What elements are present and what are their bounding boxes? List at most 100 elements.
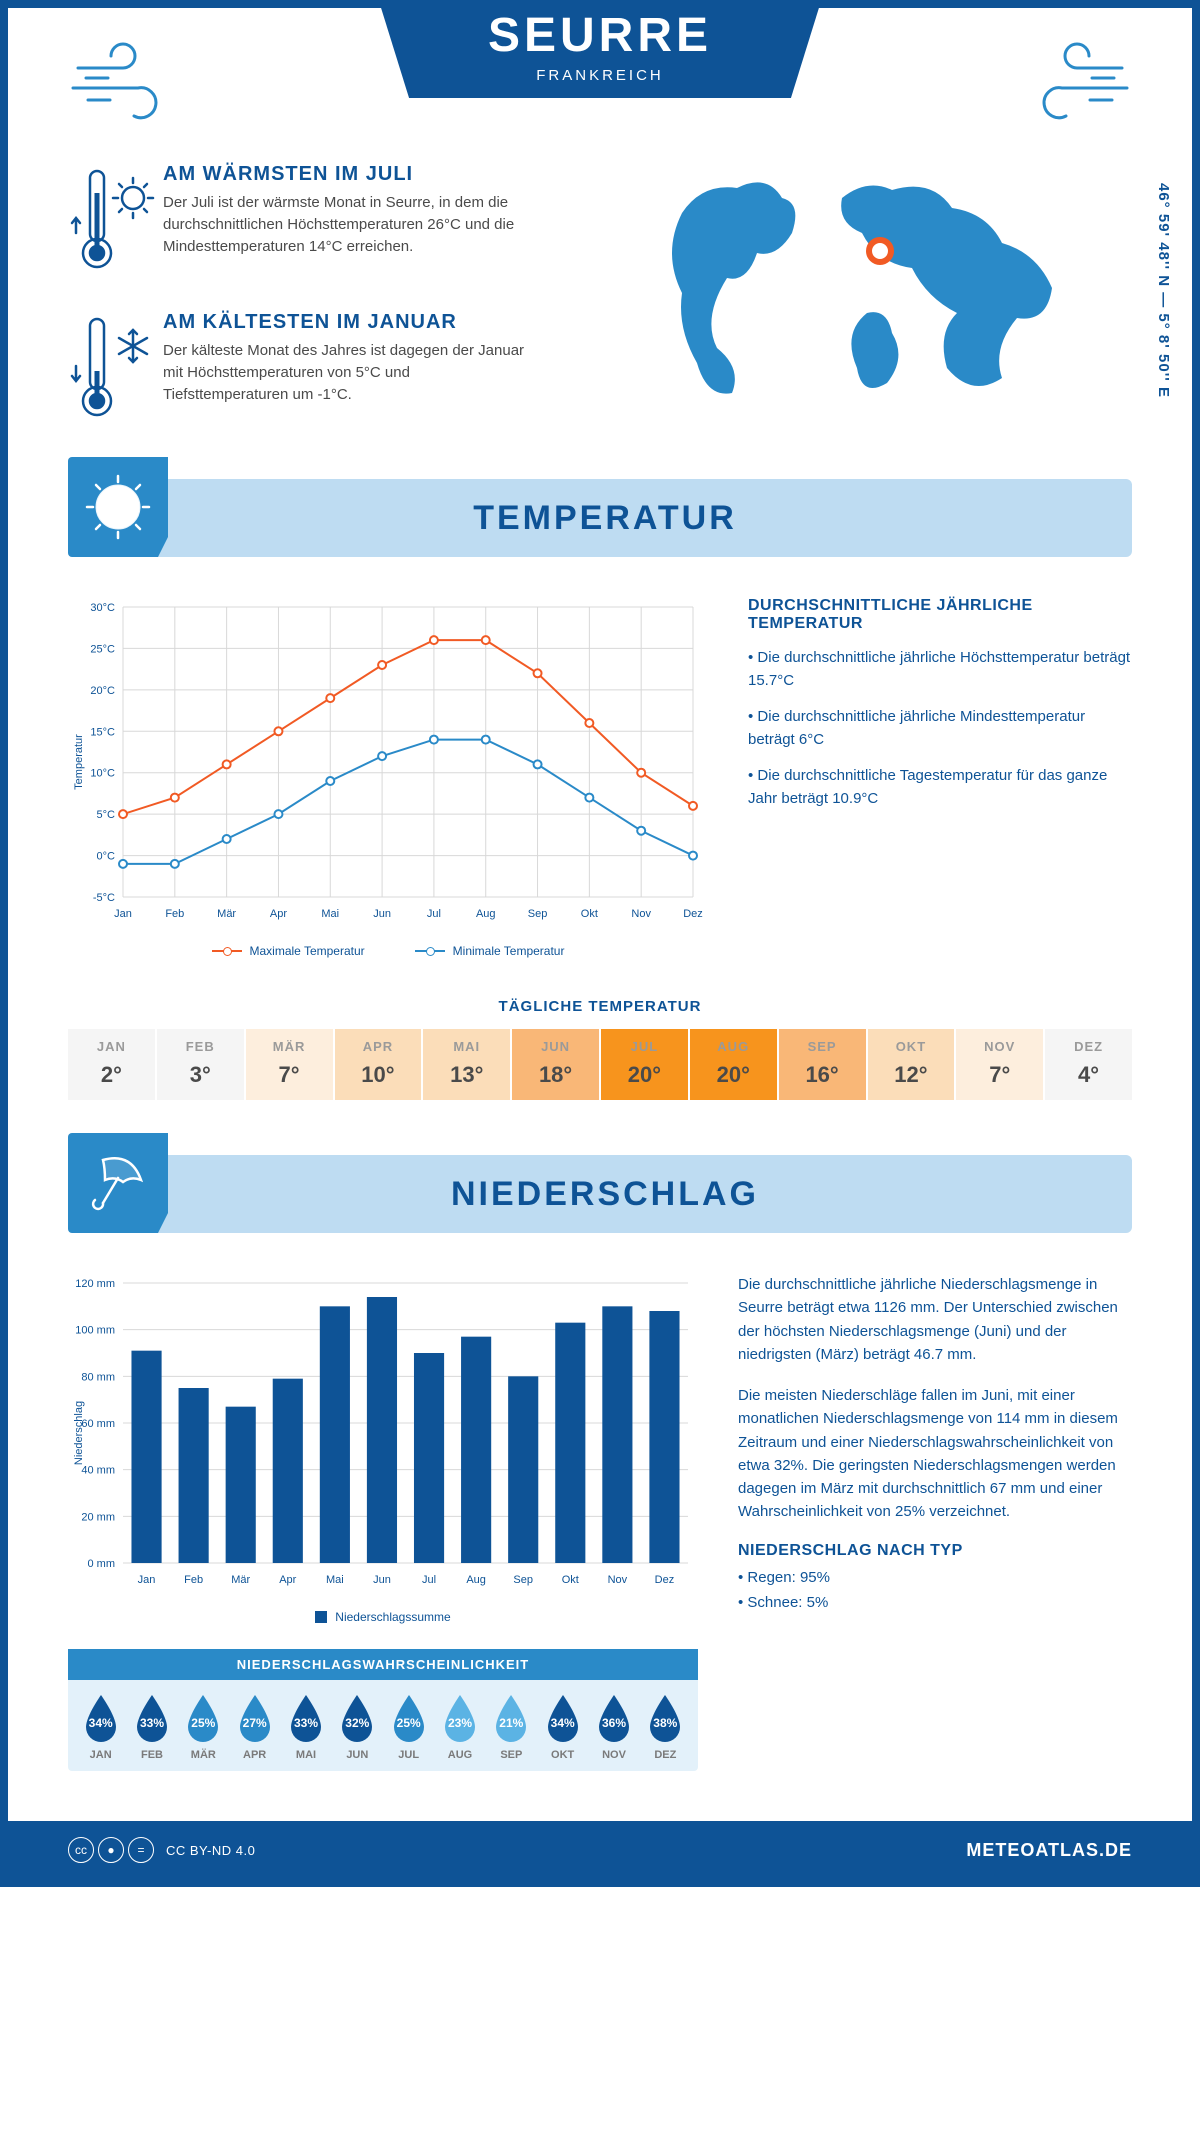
license-text: CC BY-ND 4.0 (166, 1843, 255, 1858)
svg-text:Apr: Apr (279, 1574, 296, 1586)
daily-temp-grid: JAN2°FEB3°MÄR7°APR10°MAI13°JUN18°JUL20°A… (68, 1029, 1132, 1100)
warm-text: Der Juli ist der wärmste Monat in Seurre… (163, 192, 533, 257)
daily-temp-cell: DEZ4° (1045, 1029, 1132, 1100)
cold-text: Der kälteste Monat des Jahres ist dagege… (163, 340, 533, 405)
precip-legend: Niederschlagssumme (68, 1610, 698, 1624)
precip-type-heading: NIEDERSCHLAG NACH TYP (738, 1542, 1132, 1560)
prob-cell: 34%JAN (76, 1692, 125, 1761)
precip-legend-label: Niederschlagssumme (335, 1610, 450, 1624)
header-row: SEURRE FRANKREICH (68, 38, 1132, 128)
svg-text:Mär: Mär (217, 908, 236, 920)
wind-icon-left (68, 38, 188, 128)
prob-cell: 33%FEB (127, 1692, 176, 1761)
footer: cc ● = CC BY-ND 4.0 METEOATLAS.DE (8, 1821, 1192, 1879)
precip-left: 0 mm20 mm40 mm60 mm80 mm100 mm120 mmJanF… (68, 1273, 698, 1771)
temp-legend: Maximale Temperatur Minimale Temperatur (68, 944, 708, 958)
svg-text:5°C: 5°C (97, 809, 116, 821)
prob-cell: 25%JUL (384, 1692, 433, 1761)
precip-section-head: NIEDERSCHLAG (68, 1155, 1132, 1233)
prob-cell: 27%APR (230, 1692, 279, 1761)
legend-min: Minimale Temperatur (453, 944, 565, 958)
svg-text:Jan: Jan (138, 1574, 156, 1586)
cc-icon: cc (68, 1837, 94, 1863)
page: SEURRE FRANKREICH (0, 0, 1200, 1887)
footer-left: cc ● = CC BY-ND 4.0 (68, 1837, 255, 1863)
temp-notes-heading: DURCHSCHNITTLICHE JÄHRLICHE TEMPERATUR (748, 597, 1132, 633)
svg-text:20°C: 20°C (90, 685, 115, 697)
prob-cell: 32%JUN (333, 1692, 382, 1761)
svg-text:Niederschlag: Niederschlag (73, 1401, 85, 1465)
svg-text:20 mm: 20 mm (81, 1511, 115, 1523)
daily-temp-cell: JAN2° (68, 1029, 155, 1100)
daily-temp-cell: AUG20° (690, 1029, 777, 1100)
prob-grid: 34%JAN33%FEB25%MÄR27%APR33%MAI32%JUN25%J… (76, 1692, 690, 1761)
warm-heading: AM WÄRMSTEN IM JULI (163, 163, 533, 186)
precip-body: 0 mm20 mm40 mm60 mm80 mm100 mm120 mmJanF… (68, 1273, 1132, 1771)
svg-text:Jun: Jun (373, 1574, 391, 1586)
temp-section-head: TEMPERATUR (68, 479, 1132, 557)
svg-text:Jul: Jul (422, 1574, 436, 1586)
daily-temp-cell: JUN18° (512, 1029, 599, 1100)
svg-text:15°C: 15°C (90, 726, 115, 738)
precip-text: Die durchschnittliche jährliche Niedersc… (738, 1273, 1132, 1771)
svg-text:Mär: Mär (231, 1574, 250, 1586)
temp-line-chart: -5°C0°C5°C10°C15°C20°C25°C30°CJanFebMärA… (68, 597, 708, 927)
svg-text:40 mm: 40 mm (81, 1465, 115, 1477)
temp-note-1: • Die durchschnittliche jährliche Höchst… (748, 647, 1132, 692)
svg-text:Dez: Dez (655, 1574, 675, 1586)
temp-notes: DURCHSCHNITTLICHE JÄHRLICHE TEMPERATUR •… (748, 597, 1132, 958)
svg-text:Jul: Jul (427, 908, 441, 920)
temp-heading: TEMPERATUR (168, 499, 1132, 538)
cold-heading: AM KÄLTESTEN IM JANUAR (163, 311, 533, 334)
prob-cell: 36%NOV (589, 1692, 638, 1761)
svg-text:10°C: 10°C (90, 768, 115, 780)
precip-p1: Die durchschnittliche jährliche Niedersc… (738, 1273, 1132, 1366)
daily-temp-cell: MAI13° (423, 1029, 510, 1100)
svg-text:Okt: Okt (581, 908, 598, 920)
prob-heading: NIEDERSCHLAGSWAHRSCHEINLICHKEIT (68, 1649, 698, 1680)
country-sub: FRANKREICH (488, 67, 712, 84)
prob-cell: 25%MÄR (179, 1692, 228, 1761)
daily-temp-cell: NOV7° (956, 1029, 1043, 1100)
temp-chart: -5°C0°C5°C10°C15°C20°C25°C30°CJanFebMärA… (68, 597, 708, 958)
svg-text:Mai: Mai (321, 908, 339, 920)
svg-text:Sep: Sep (528, 908, 548, 920)
svg-text:Feb: Feb (184, 1574, 203, 1586)
temp-note-3: • Die durchschnittliche Tagestemperatur … (748, 765, 1132, 810)
thermometer-sun-icon (68, 163, 163, 283)
svg-text:Nov: Nov (631, 908, 651, 920)
map-area: 46° 59' 48'' N — 5° 8' 50'' E (652, 163, 1132, 459)
daily-temp-cell: JUL20° (601, 1029, 688, 1100)
city-title: SEURRE (488, 8, 712, 63)
daily-temp-cell: APR10° (335, 1029, 422, 1100)
daily-temp-cell: FEB3° (157, 1029, 244, 1100)
prob-box: NIEDERSCHLAGSWAHRSCHEINLICHKEIT 34%JAN33… (68, 1649, 698, 1771)
umbrella-icon (68, 1133, 168, 1233)
daily-temp-cell: SEP16° (779, 1029, 866, 1100)
prob-cell: 34%OKT (538, 1692, 587, 1761)
svg-text:Jun: Jun (373, 908, 391, 920)
nd-icon: = (128, 1837, 154, 1863)
temp-body: -5°C0°C5°C10°C15°C20°C25°C30°CJanFebMärA… (68, 597, 1132, 958)
svg-text:25°C: 25°C (90, 643, 115, 655)
temp-note-2: • Die durchschnittliche jährliche Mindes… (748, 706, 1132, 751)
daily-temp-cell: OKT12° (868, 1029, 955, 1100)
thermometer-snow-icon (68, 311, 163, 431)
prob-cell: 33%MAI (281, 1692, 330, 1761)
legend-max: Maximale Temperatur (250, 944, 365, 958)
svg-text:120 mm: 120 mm (75, 1278, 115, 1290)
svg-text:Sep: Sep (513, 1574, 533, 1586)
precip-p2: Die meisten Niederschläge fallen im Juni… (738, 1384, 1132, 1524)
coordinates: 46° 59' 48'' N — 5° 8' 50'' E (1155, 183, 1172, 398)
svg-text:Nov: Nov (608, 1574, 628, 1586)
brand: METEOATLAS.DE (966, 1840, 1132, 1861)
by-icon: ● (98, 1837, 124, 1863)
precip-rain: • Regen: 95% (738, 1566, 1132, 1589)
title-banner: SEURRE FRANKREICH (378, 0, 822, 98)
svg-text:60 mm: 60 mm (81, 1418, 115, 1430)
prob-cell: 23%AUG (435, 1692, 484, 1761)
cold-block: AM KÄLTESTEN IM JANUAR Der kälteste Mona… (68, 311, 652, 431)
svg-text:Dez: Dez (683, 908, 703, 920)
svg-text:100 mm: 100 mm (75, 1325, 115, 1337)
svg-text:Apr: Apr (270, 908, 287, 920)
